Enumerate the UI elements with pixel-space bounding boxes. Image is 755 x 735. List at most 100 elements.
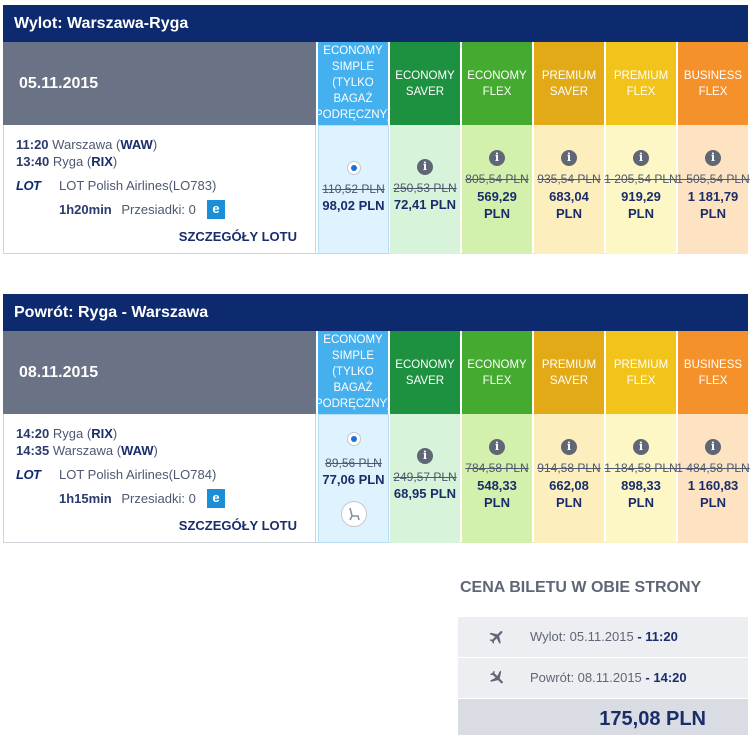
fare-header-economy-saver: ECONOMY SAVER <box>390 331 460 414</box>
summary-return-row: Powrót: 08.11.2015 - 14:20 <box>458 658 748 699</box>
summary-return-time: 14:20 <box>653 670 687 685</box>
fare-header-business-flex: BUSINESS FLEX <box>678 42 748 125</box>
summary-return-label: Powrót: 08.11.2015 <box>530 670 642 685</box>
outbound-dep-time: 11:20 <box>16 137 49 152</box>
new-price: 98,02 PLN <box>322 198 385 213</box>
info-icon[interactable]: i <box>489 439 505 455</box>
lot-logo: LOT <box>16 467 41 482</box>
return-fare-header-row: 08.11.2015 ECONOMY SIMPLE (TYLKO BAGAŻ P… <box>3 331 748 414</box>
fare-option-premium-saver[interactable]: i 914,58 PLN 662,08 PLN <box>534 414 605 543</box>
fare-option-economy-simple[interactable]: 110,52 PLN 98,02 PLN <box>318 125 389 254</box>
ticket-price-summary: CENA BILETU W OBIE STRONY Wylot: 05.11.2… <box>458 573 748 735</box>
summary-outbound-time: 11:20 <box>645 629 678 644</box>
info-icon[interactable]: i <box>417 159 433 175</box>
summary-total-price: 175,08 PLN <box>458 699 748 735</box>
info-icon[interactable]: i <box>561 439 577 455</box>
plane-arrival-icon <box>488 669 506 692</box>
fare-header-economy-flex: ECONOMY FLEX <box>462 42 532 125</box>
old-price: 249,57 PLN <box>393 470 457 484</box>
return-arr-time: 14:35 <box>16 443 50 458</box>
info-icon[interactable]: i <box>705 439 721 455</box>
fare-option-economy-flex[interactable]: i 784,58 PLN 548,33 PLN <box>462 414 533 543</box>
return-date: 08.11.2015 <box>3 331 316 414</box>
new-price: 569,29 PLN <box>477 189 517 221</box>
economy-class-badge: e <box>207 489 225 508</box>
outbound-stops: Przesiadki: 0 <box>121 202 196 217</box>
return-flight-row: 14:20 Ryga (RIX) 14:35 Warszawa (WAW) LO… <box>3 414 750 543</box>
info-icon[interactable]: i <box>489 150 505 166</box>
return-arr-city: Warszawa <box>52 443 114 458</box>
radio-selected-icon[interactable] <box>346 432 361 446</box>
fare-option-economy-flex[interactable]: i 805,54 PLN 569,29 PLN <box>462 125 533 254</box>
old-price: 250,53 PLN <box>393 181 457 195</box>
return-dep-code: RIX <box>91 426 113 441</box>
outbound-dep-city: Warszawa <box>52 137 113 152</box>
return-arr-code: WAW <box>121 443 154 458</box>
old-price: 1 184,58 PLN <box>604 461 678 475</box>
new-price: 898,33 PLN <box>621 478 661 510</box>
info-icon[interactable]: i <box>633 439 649 455</box>
info-icon[interactable]: i <box>705 150 721 166</box>
fare-option-premium-saver[interactable]: i 935,54 PLN 683,04 PLN <box>534 125 605 254</box>
outbound-flight-info: 11:20 Warszawa (WAW) 13:40 Ryga (RIX) LO… <box>3 125 316 254</box>
old-price: 1 205,54 PLN <box>604 172 678 186</box>
outbound-arr-city: Ryga <box>52 154 84 169</box>
info-icon[interactable]: i <box>417 448 433 464</box>
fare-header-premium-flex: PREMIUM FLEX <box>606 331 676 414</box>
old-price: 935,54 PLN <box>537 172 601 186</box>
outbound-flight-row: 11:20 Warszawa (WAW) 13:40 Ryga (RIX) LO… <box>3 125 750 254</box>
fare-header-business-flex: BUSINESS FLEX <box>678 331 748 414</box>
old-price: 110,52 PLN <box>322 182 385 196</box>
fare-option-economy-saver[interactable]: i 250,53 PLN 72,41 PLN <box>390 125 461 254</box>
new-price: 919,29 PLN <box>621 189 661 221</box>
outbound-title: Wylot: Warszawa-Ryga <box>3 5 748 42</box>
new-price: 1 181,79 PLN <box>687 189 739 221</box>
new-price: 1 160,83 PLN <box>687 478 739 510</box>
fare-option-business-flex[interactable]: i 1 505,54 PLN 1 181,79 PLN <box>676 125 750 254</box>
outbound-dep-code: WAW <box>120 137 153 152</box>
info-icon[interactable]: i <box>561 150 577 166</box>
radio-selected-icon[interactable] <box>346 161 361 175</box>
outbound-arr-time: 13:40 <box>16 154 50 169</box>
seat-icon[interactable] <box>340 501 367 527</box>
summary-outbound-label: Wylot: 05.11.2015 <box>530 629 634 644</box>
fare-header-premium-flex: PREMIUM FLEX <box>606 42 676 125</box>
plane-departure-icon <box>488 628 506 651</box>
new-price: 77,06 PLN <box>322 472 385 487</box>
return-dep-city: Ryga <box>52 426 84 441</box>
outbound-fare-header-row: 05.11.2015 ECONOMY SIMPLE (TYLKO BAGAŻ P… <box>3 42 748 125</box>
outbound-section: Wylot: Warszawa-Ryga 05.11.2015 ECONOMY … <box>3 5 750 254</box>
lot-logo: LOT <box>16 178 41 193</box>
fare-option-economy-saver[interactable]: i 249,57 PLN 68,95 PLN <box>390 414 461 543</box>
new-price: 68,95 PLN <box>393 486 457 501</box>
outbound-flight-details-link[interactable]: SZCZEGÓŁY LOTU <box>178 229 297 244</box>
outbound-airline: LOT Polish Airlines(LO783) <box>59 178 217 193</box>
new-price: 662,08 PLN <box>549 478 589 510</box>
summary-separator: - <box>633 629 646 644</box>
fare-header-economy-simple: ECONOMY SIMPLE (TYLKO BAGAŻ PODRĘCZNY) <box>315 331 391 414</box>
return-duration: 1h15min <box>59 491 112 506</box>
fare-option-premium-flex[interactable]: i 1 184,58 PLN 898,33 PLN <box>604 414 678 543</box>
outbound-date: 05.11.2015 <box>3 42 316 125</box>
return-title: Powrót: Ryga - Warszawa <box>3 294 748 331</box>
new-price: 683,04 PLN <box>549 189 589 221</box>
old-price: 805,54 PLN <box>465 172 529 186</box>
new-price: 548,33 PLN <box>477 478 517 510</box>
new-price: 72,41 PLN <box>393 197 457 212</box>
fare-option-premium-flex[interactable]: i 1 205,54 PLN 919,29 PLN <box>604 125 678 254</box>
return-dep-time: 14:20 <box>16 426 50 441</box>
seat-icon-glyph <box>348 507 360 521</box>
old-price: 89,56 PLN <box>325 456 382 470</box>
old-price: 784,58 PLN <box>465 461 529 475</box>
summary-outbound-row: Wylot: 05.11.2015 - 11:20 <box>458 617 748 658</box>
return-airline: LOT Polish Airlines(LO784) <box>59 467 217 482</box>
old-price: 1 484,58 PLN <box>676 461 750 475</box>
fare-option-economy-simple[interactable]: 89,56 PLN 77,06 PLN <box>318 414 389 543</box>
fare-option-business-flex[interactable]: i 1 484,58 PLN 1 160,83 PLN <box>676 414 750 543</box>
return-section: Powrót: Ryga - Warszawa 08.11.2015 ECONO… <box>3 294 750 543</box>
info-icon[interactable]: i <box>633 150 649 166</box>
return-flight-details-link[interactable]: SZCZEGÓŁY LOTU <box>178 518 297 533</box>
fare-header-premium-saver: PREMIUM SAVER <box>534 42 604 125</box>
outbound-arr-code: RIX <box>91 154 113 169</box>
fare-header-economy-saver: ECONOMY SAVER <box>390 42 460 125</box>
